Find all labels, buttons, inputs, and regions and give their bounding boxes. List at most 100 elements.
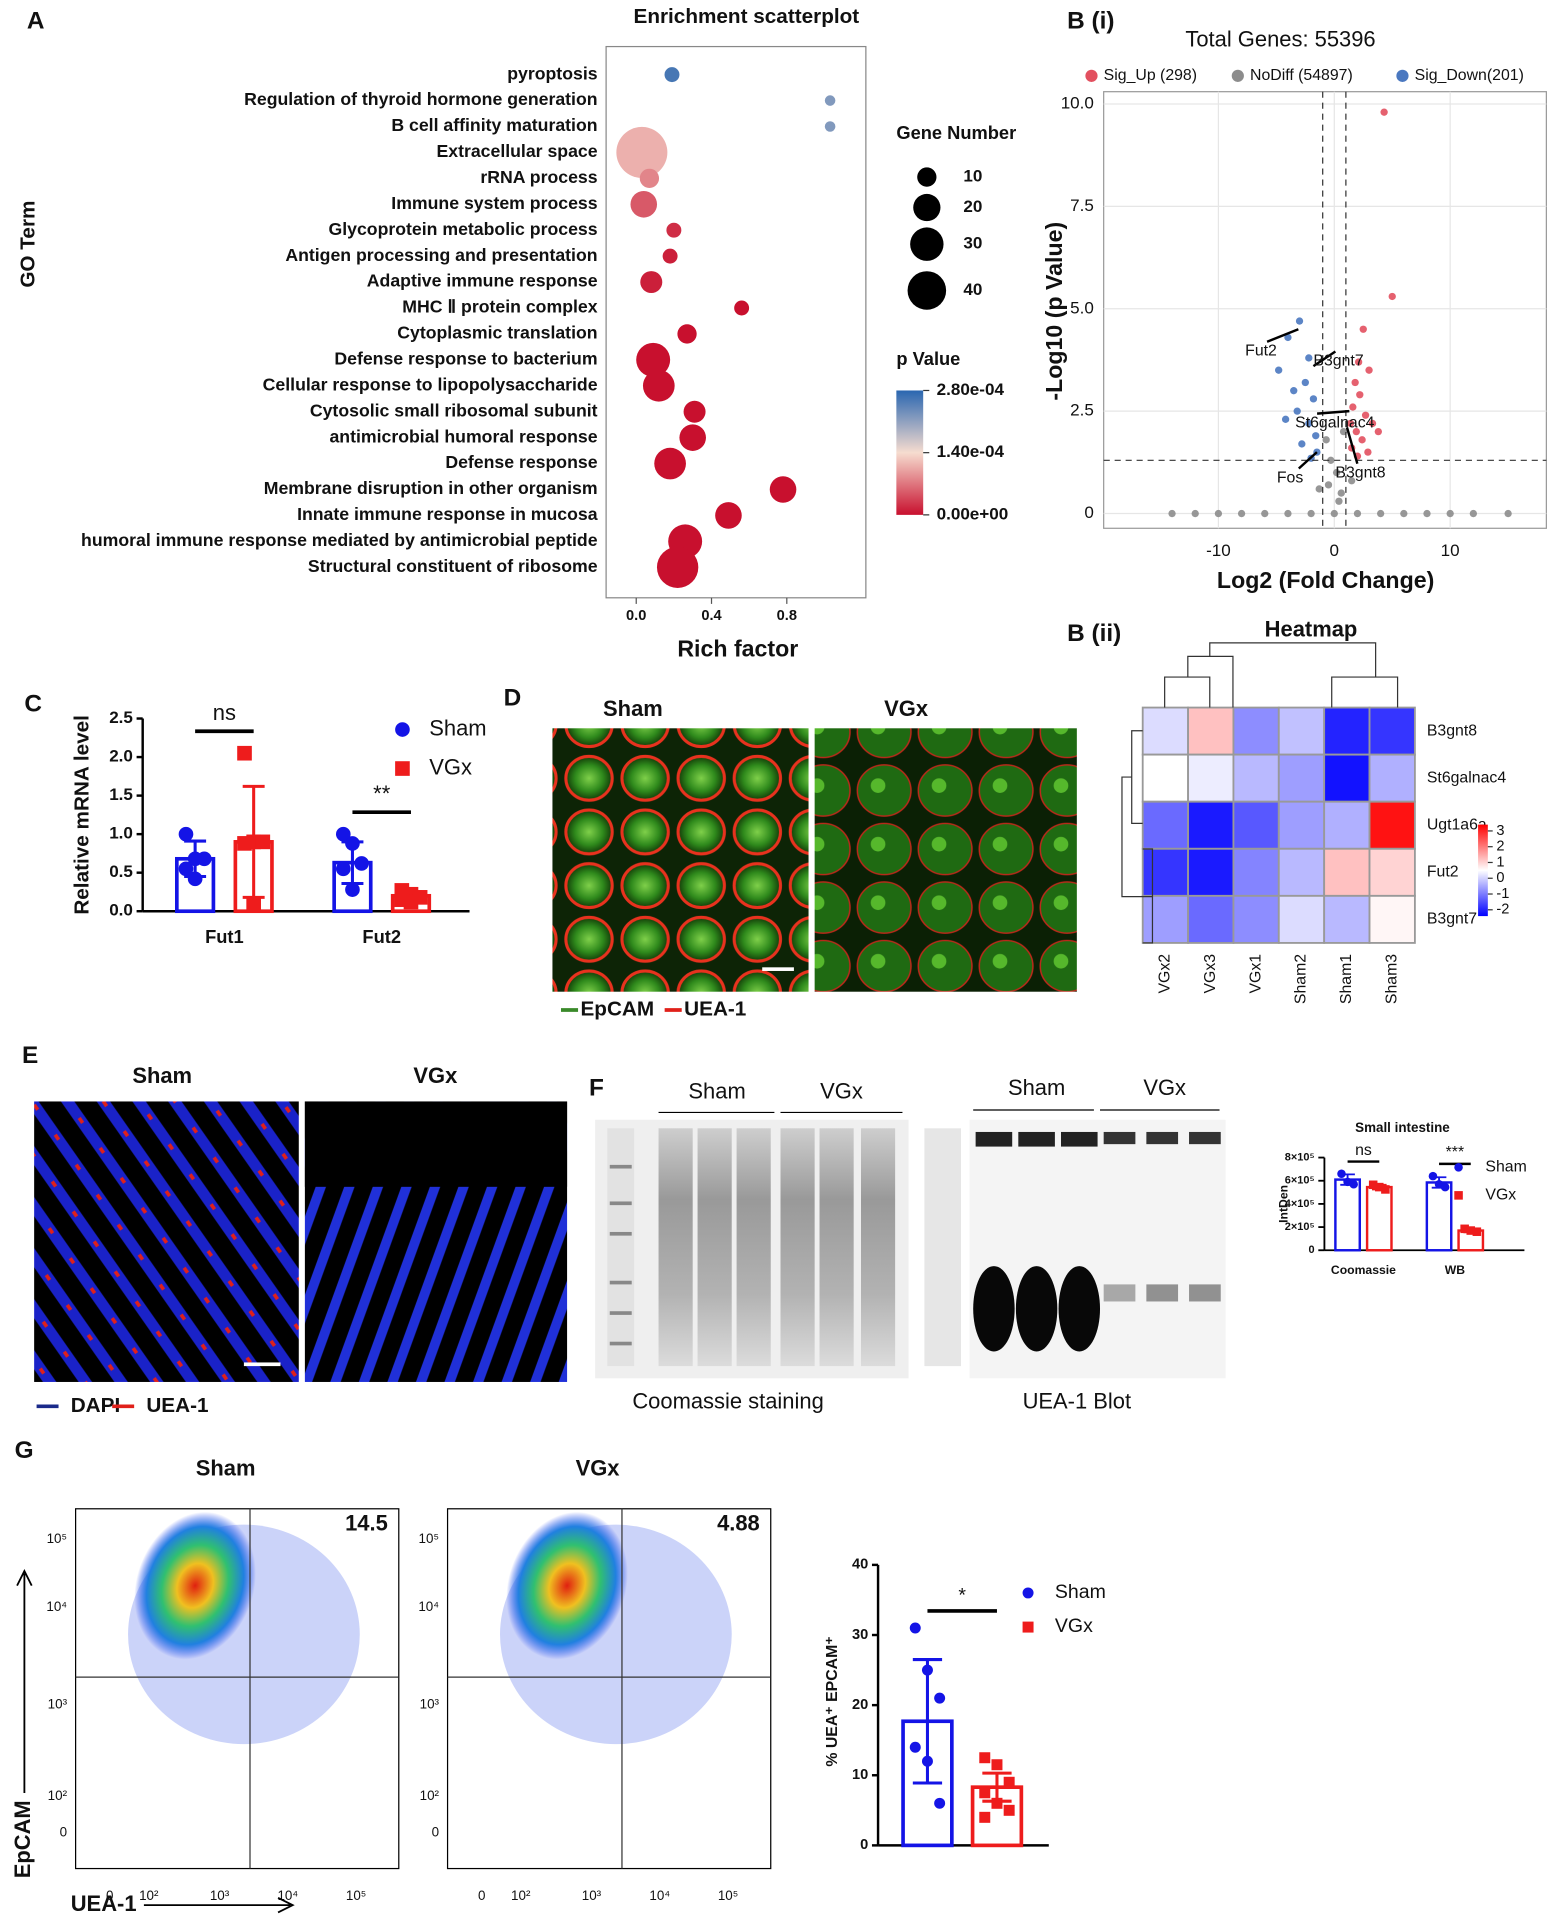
y-tick-label: antimicrobial humoral response — [329, 426, 597, 446]
heat-cell — [1323, 753, 1371, 803]
axis-arrow — [143, 1897, 295, 1914]
point — [1423, 509, 1431, 518]
point — [1446, 509, 1454, 518]
heat-cell — [1277, 894, 1326, 944]
blot-band — [1060, 1131, 1098, 1147]
plot-title: Sham — [196, 1456, 256, 1481]
caption: UEA-1 Blot — [1023, 1388, 1132, 1413]
colorbar-label: 1.40e-04 — [937, 442, 1005, 461]
bubble — [683, 400, 706, 423]
blot-band — [975, 1131, 1013, 1147]
y-tick-label: 10³ — [48, 1697, 68, 1712]
ladder-band — [609, 1201, 632, 1206]
point — [1305, 419, 1313, 428]
x-tick-label: Coomassie — [1331, 1263, 1396, 1277]
blot-band — [1103, 1284, 1136, 1302]
x-tick-label: -10 — [1206, 541, 1231, 560]
size-legend-marker — [917, 167, 937, 187]
x-tick-label: 0.4 — [701, 608, 722, 624]
x-axis-label: UEA-1 — [71, 1891, 137, 1916]
x-tick-label: 0 — [478, 1888, 485, 1903]
x-tick-label: 0.0 — [626, 608, 646, 624]
micro-image — [304, 1101, 568, 1187]
data-point — [196, 851, 212, 867]
lane — [736, 1128, 771, 1367]
ladder-band — [609, 1231, 632, 1236]
significance-label: ns — [213, 700, 236, 725]
dendrogram — [1164, 642, 1399, 708]
blot-band — [973, 1266, 1015, 1352]
point — [1337, 489, 1345, 497]
legend-label: DAPI — [71, 1394, 121, 1417]
lane — [860, 1128, 896, 1367]
point — [1305, 354, 1313, 362]
legend-label: Sham — [429, 715, 486, 740]
heat-cell — [1323, 894, 1371, 944]
data-point — [909, 1741, 921, 1753]
point — [1301, 378, 1309, 387]
legend-label: Sig_Up (298) — [1104, 67, 1197, 84]
y-tick-label: 0 — [1084, 503, 1094, 522]
y-tick-label: pyroptosis — [507, 63, 598, 83]
y-tick-label: 0 — [60, 1825, 67, 1840]
y-tick-label: 2.5 — [109, 708, 133, 727]
point — [1191, 509, 1199, 518]
legend-marker — [1454, 1191, 1463, 1200]
bubble — [642, 369, 675, 402]
point — [1400, 509, 1408, 518]
gene-label: B3gnt7 — [1313, 352, 1363, 369]
point — [1330, 509, 1338, 518]
image-label: Sham — [603, 696, 663, 721]
y-axis-label: Relative mRNA level — [70, 715, 93, 915]
size-legend-marker — [910, 227, 944, 261]
ladder-band — [609, 1280, 632, 1285]
plot-title: VGx — [576, 1456, 621, 1481]
x-tick-label: Fut1 — [205, 926, 244, 947]
data-point — [991, 1797, 1003, 1809]
y-tick-label: Regulation of thyroid hormone generation — [244, 89, 597, 109]
point — [1353, 509, 1362, 518]
micro-image — [34, 1101, 299, 1382]
panel-label: A — [27, 8, 45, 35]
point — [1298, 440, 1306, 448]
x-axis-label: Rich factor — [677, 635, 798, 661]
y-tick-label: Glycoprotein metabolic process — [328, 219, 597, 239]
image-label: Sham — [132, 1063, 192, 1088]
bubble — [734, 300, 750, 316]
bubble — [639, 168, 660, 188]
y-tick-label: humoral immune response mediated by anti… — [81, 530, 598, 550]
column-label: VGx1 — [1247, 954, 1264, 994]
gene-leader — [1297, 451, 1318, 470]
y-tick-label: 6×10⁵ — [1285, 1175, 1315, 1187]
heat-cell — [1232, 800, 1280, 850]
scale-bar — [243, 1362, 281, 1367]
lane — [697, 1128, 732, 1367]
gene-leader — [1312, 350, 1337, 368]
y-tick-label: 20 — [852, 1697, 868, 1713]
point — [1237, 509, 1246, 518]
y-tick-label: 10³ — [420, 1697, 440, 1712]
point — [1295, 317, 1304, 325]
point — [1168, 509, 1176, 518]
significance-label: * — [958, 1584, 966, 1606]
flow-density — [75, 1508, 772, 1870]
y-axis-label: EpCAM — [10, 1800, 35, 1878]
y-tick-label: Cytoplasmic translation — [397, 323, 597, 343]
blot-band — [1103, 1131, 1136, 1145]
y-tick-label: Structural constituent of ribosome — [308, 556, 598, 576]
legend-marker — [1231, 69, 1244, 82]
y-axis-label: GO Term — [17, 201, 40, 288]
legend-title: Gene Number — [896, 122, 1016, 143]
legend-marker — [1396, 69, 1409, 82]
row-label: Fut2 — [1427, 864, 1459, 881]
legend-label: EpCAM — [580, 997, 654, 1020]
group-label: Sham — [688, 1079, 745, 1104]
gene-leader — [1316, 409, 1350, 415]
ladder-band — [609, 1341, 632, 1346]
heat-cell — [1187, 800, 1235, 850]
legend-marker — [395, 761, 410, 776]
y-tick-label: Immune system process — [391, 193, 597, 213]
error-bar — [400, 890, 422, 902]
quadrant-value: 4.88 — [717, 1510, 760, 1535]
lane — [658, 1128, 693, 1367]
